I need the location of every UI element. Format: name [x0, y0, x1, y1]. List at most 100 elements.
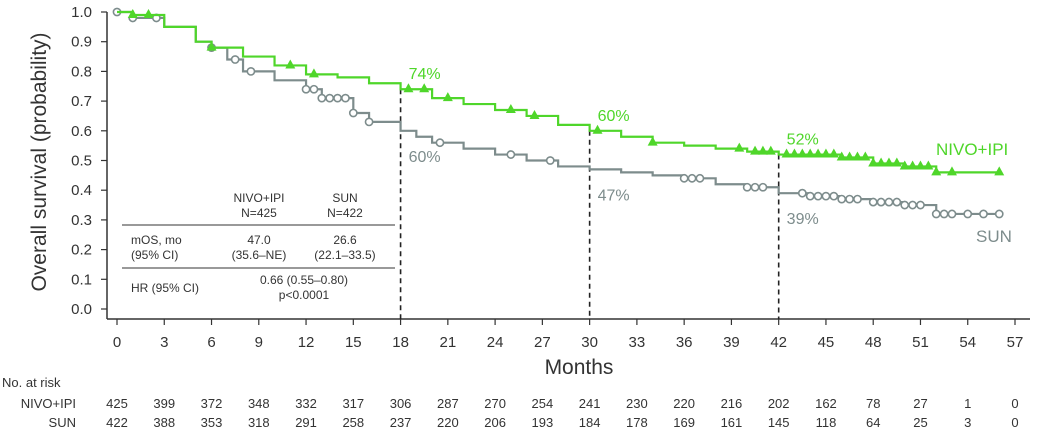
risk-value: 220	[673, 396, 695, 411]
risk-row-label-nivo-ipi: NIVO+IPI	[21, 396, 76, 411]
y-axis-label: Overall survival (probability)	[28, 32, 51, 291]
censor-mark-nivo-ipi	[419, 83, 430, 93]
censor-mark-sun	[317, 93, 327, 103]
risk-value: 388	[153, 415, 175, 430]
x-tick-label: 57	[1007, 334, 1024, 351]
risk-value: 291	[295, 415, 317, 430]
censor-mark-sun	[333, 93, 342, 103]
censor-mark-sun	[309, 84, 319, 94]
x-tick-label: 12	[298, 334, 315, 351]
censor-mark-sun	[687, 173, 697, 183]
censor-mark-nivo-ipi	[781, 148, 792, 158]
table-header-sun-n: N=422	[327, 206, 363, 220]
censor-mark-sun	[797, 188, 807, 198]
censor-mark-nivo-ipi	[403, 83, 414, 93]
censor-mark-nivo-ipi	[820, 148, 831, 158]
x-tick-label: 48	[865, 334, 882, 351]
censor-mark-sun	[805, 191, 815, 201]
censor-mark-sun	[742, 182, 752, 192]
censor-mark-sun	[821, 191, 831, 201]
x-tick-label: 9	[255, 334, 263, 351]
risk-value: 162	[815, 396, 837, 411]
censor-mark-nivo-ipi	[206, 41, 217, 51]
annotation-nivo-ipi-30: 60%	[598, 108, 630, 125]
x-tick-label: 51	[912, 334, 929, 351]
risk-value: 118	[816, 415, 837, 430]
risk-value: 25	[913, 415, 927, 430]
x-tick-label: 24	[487, 334, 504, 351]
y-tick-label: 0.9	[71, 34, 92, 51]
censor-mark-nivo-ipi	[946, 166, 957, 176]
risk-row-label-sun: SUN	[49, 415, 76, 430]
censor-mark-nivo-ipi	[757, 145, 768, 155]
censor-mark-nivo-ipi	[750, 145, 761, 155]
censor-mark-nivo-ipi	[852, 151, 863, 161]
censor-mark-sun	[837, 194, 847, 204]
risk-value: 422	[106, 415, 128, 430]
y-tick-label: 0.3	[71, 212, 92, 229]
censor-mark-sun	[931, 209, 941, 219]
risk-value: 254	[532, 396, 554, 411]
censor-mark-nivo-ipi	[883, 157, 894, 167]
censor-mark-sun	[908, 200, 917, 210]
risk-value: 318	[248, 415, 270, 430]
censor-mark-nivo-ipi	[923, 160, 934, 170]
risk-value: 372	[201, 396, 223, 411]
reference-lines	[399, 89, 780, 319]
risk-value: 193	[532, 415, 554, 430]
risk-value: 0	[1011, 396, 1018, 411]
risk-value: 258	[342, 415, 364, 430]
censor-mark-nivo-ipi	[876, 157, 887, 167]
y-tick-label: 1.0	[71, 4, 92, 21]
censor-mark-sun	[900, 200, 910, 210]
x-tick-label: 21	[439, 334, 456, 351]
table-hr-p: p<0.0001	[279, 288, 330, 302]
y-tick-label: 0.8	[71, 63, 92, 80]
summary-table: NIVO+IPI N=425 SUN N=422 mOS, mo (95% CI…	[122, 191, 395, 302]
risk-value: 178	[626, 415, 648, 430]
risk-value: 241	[579, 396, 601, 411]
censor-mark-nivo-ipi	[797, 148, 808, 158]
censor-mark-sun	[246, 67, 256, 76]
censor-mark-nivo-ipi	[891, 157, 902, 167]
risk-value: 425	[106, 396, 128, 411]
censor-mark-sun	[230, 55, 240, 64]
curve-nivo-ipi	[117, 10, 1000, 174]
censor-mark-nivo-ipi	[505, 104, 516, 114]
x-tick-label: 54	[959, 334, 976, 351]
risk-value: 145	[768, 415, 790, 430]
censor-mark-nivo-ipi	[907, 160, 918, 170]
percent-annotations: 74% 60% 60% 47% 52% 39%	[409, 66, 819, 228]
censor-mark-sun	[876, 197, 886, 207]
y-tick-label: 0.0	[71, 301, 92, 318]
x-tick-label: 15	[345, 334, 362, 351]
censor-mark-nivo-ipi	[592, 124, 603, 134]
table-header-nivo-n: N=425	[241, 206, 277, 220]
censor-mark-nivo-ipi	[813, 148, 824, 158]
annotation-nivo-ipi-18: 74%	[409, 66, 441, 83]
table-header-sun-name: SUN	[332, 191, 357, 205]
table-mos-nivo-ci: (35.6–NE)	[232, 248, 287, 262]
table-hr-label: HR (95% CI)	[131, 281, 199, 295]
risk-value: 184	[579, 415, 601, 430]
series-label-nivo-ipi: NIVO+IPI	[936, 140, 1008, 159]
x-tick-label: 45	[818, 334, 835, 351]
censor-mark-sun	[758, 182, 768, 192]
table-mos-sun: 26.6	[333, 233, 357, 247]
risk-value: 270	[484, 396, 506, 411]
risk-value: 287	[437, 396, 459, 411]
censor-mark-nivo-ipi	[868, 157, 879, 167]
x-tick-label: 0	[113, 334, 121, 351]
risk-value: 202	[768, 396, 790, 411]
risk-value: 78	[866, 396, 880, 411]
censor-mark-sun	[939, 209, 949, 219]
survival-curves	[112, 7, 1005, 219]
risk-value: 27	[913, 396, 927, 411]
censor-mark-sun	[947, 209, 957, 219]
risk-value: 237	[390, 415, 412, 430]
risk-value: 206	[484, 415, 506, 430]
censor-mark-sun	[892, 197, 902, 207]
x-tick-label: 6	[207, 334, 215, 351]
censor-mark-nivo-ipi	[647, 136, 658, 146]
censor-mark-nivo-ipi	[143, 8, 154, 18]
